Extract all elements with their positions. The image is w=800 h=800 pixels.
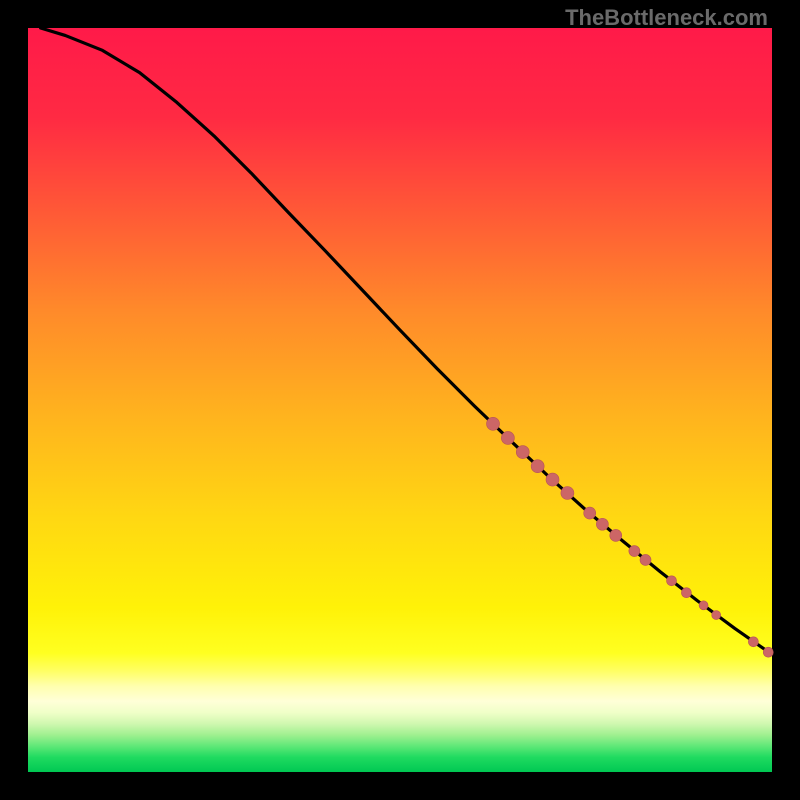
markers-group xyxy=(487,417,774,657)
data-marker xyxy=(487,417,500,430)
data-marker xyxy=(546,473,559,486)
data-marker xyxy=(763,647,773,657)
main-curve xyxy=(41,28,772,654)
data-marker xyxy=(610,529,622,541)
data-marker xyxy=(596,518,608,530)
data-marker xyxy=(640,554,651,565)
data-marker xyxy=(501,431,514,444)
data-marker xyxy=(699,601,708,610)
data-marker xyxy=(712,611,721,620)
data-marker xyxy=(516,446,529,459)
data-marker xyxy=(681,588,691,598)
data-marker xyxy=(561,487,574,500)
data-marker xyxy=(667,576,677,586)
data-marker xyxy=(531,460,544,473)
data-marker xyxy=(629,546,640,557)
chart-plot-area xyxy=(28,28,772,772)
data-marker xyxy=(748,637,758,647)
data-marker xyxy=(584,507,596,519)
curve-layer xyxy=(28,28,772,772)
